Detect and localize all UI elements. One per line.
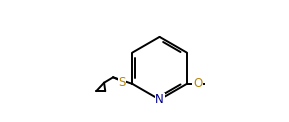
Text: N: N — [155, 93, 164, 106]
Text: O: O — [193, 77, 202, 90]
Text: S: S — [118, 76, 126, 89]
